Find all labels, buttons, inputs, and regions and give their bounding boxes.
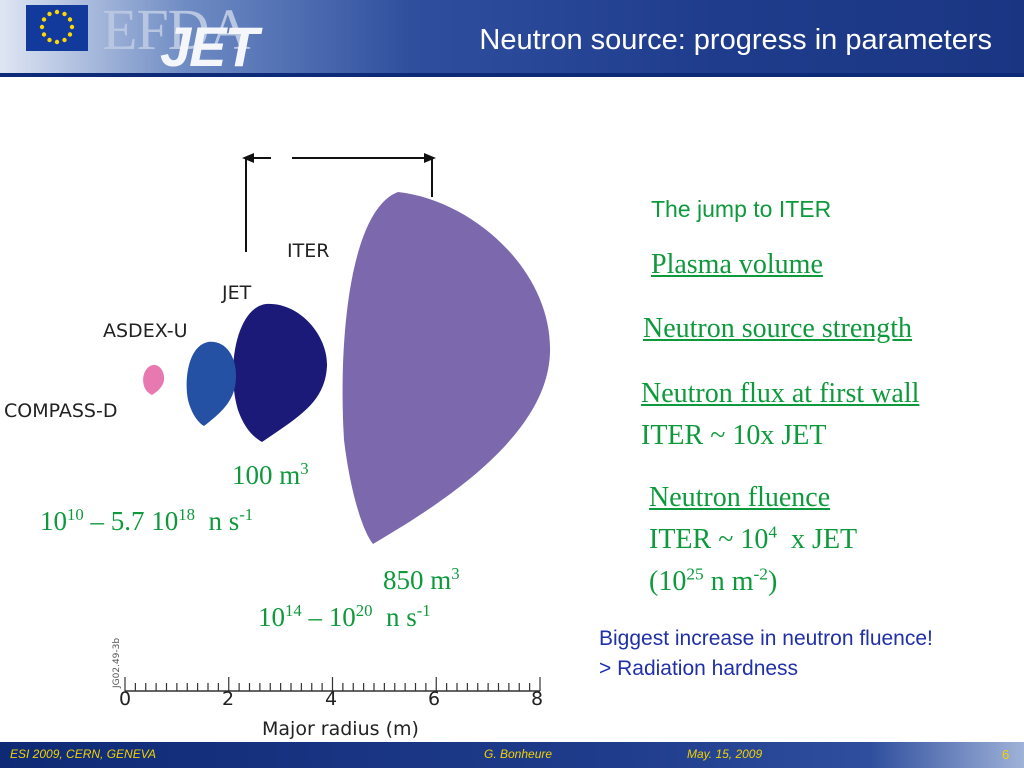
jump-to-iter-heading: The jump to ITER [651, 196, 832, 222]
iter-source-strength: 1014 – 1020 n s-1 [258, 601, 431, 632]
compass-plasma-shape [143, 364, 165, 395]
plasma-volume-link[interactable]: Plasma volume [651, 249, 823, 280]
iter-plasma-shape [342, 192, 551, 544]
reference-code: JG02.49-3b [112, 638, 122, 689]
jet-source-strength: 1010 – 5.7 1018 n s-1 [40, 505, 254, 536]
footer-date: May. 15, 2009 [687, 747, 763, 761]
fluence-note: Biggest increase in neutron fluence! [599, 627, 933, 650]
axis-label: Major radius (m) [262, 718, 419, 740]
bracket-arrow-left [242, 153, 254, 163]
footer-event: ESI 2009, CERN, GENEVA [10, 747, 157, 761]
page-number: 6 [1002, 747, 1010, 762]
footer-bar: ESI 2009, CERN, GENEVA G. Bonheure May. … [0, 742, 1024, 768]
footer-author: G. Bonheure [484, 747, 553, 761]
fluence-value: (1025 n m-2) [649, 564, 778, 597]
tick-label-2: 2 [222, 688, 235, 710]
label-compass: COMPASS-D [4, 400, 118, 422]
label-iter: ITER [287, 240, 330, 262]
jet-logo-text: JET [160, 15, 259, 78]
tick-label-0: 0 [119, 688, 132, 710]
efda-logo-text: EFDA [102, 0, 250, 62]
eu-flag-logo [26, 5, 88, 51]
asdex-plasma-shape [186, 341, 236, 426]
tick-label-8: 8 [531, 688, 544, 710]
fluence-ratio: ITER ~ 104 x JET [649, 522, 858, 555]
tick-label-6: 6 [428, 688, 441, 710]
header-bar: EFDA JET Neutron source: progress in par… [0, 0, 1024, 78]
tick-label-4: 4 [325, 688, 338, 710]
neutron-flux-link[interactable]: Neutron flux at first wall [641, 378, 920, 409]
header-stripe [0, 73, 1024, 77]
flux-ratio: ITER ~ 10x JET [641, 420, 827, 451]
jet-plasma-shape [233, 303, 328, 442]
source-strength-link[interactable]: Neutron source strength [643, 313, 913, 344]
minor-ticks [124, 677, 541, 691]
label-asdex: ASDEX-U [103, 320, 188, 342]
iter-volume: 850 m3 [383, 564, 460, 595]
page-title: Neutron source: progress in parameters [479, 24, 992, 56]
label-jet: JET [222, 282, 252, 304]
radiation-hardness-note: > Radiation hardness [599, 657, 799, 680]
jet-volume: 100 m3 [232, 459, 309, 490]
bracket-arrow-right [424, 153, 436, 163]
neutron-fluence-link[interactable]: Neutron fluence [649, 482, 831, 513]
